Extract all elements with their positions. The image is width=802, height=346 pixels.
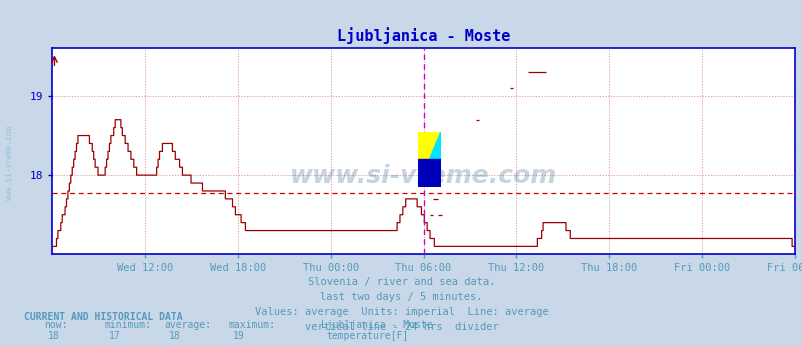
Text: www.si-vreme.com: www.si-vreme.com: [5, 126, 14, 200]
Polygon shape: [429, 131, 440, 159]
Text: www.si-vreme.com: www.si-vreme.com: [290, 164, 557, 188]
Text: 19: 19: [233, 331, 245, 340]
Text: Slovenia / river and sea data.: Slovenia / river and sea data.: [307, 277, 495, 287]
Text: 18: 18: [48, 331, 60, 340]
Text: 18: 18: [168, 331, 180, 340]
Text: minimum:: minimum:: [104, 320, 152, 330]
Text: Values: average  Units: imperial  Line: average: Values: average Units: imperial Line: av…: [254, 307, 548, 317]
Bar: [418, 159, 440, 187]
Text: vertical line - 24 hrs  divider: vertical line - 24 hrs divider: [304, 322, 498, 331]
Text: CURRENT AND HISTORICAL DATA: CURRENT AND HISTORICAL DATA: [24, 312, 183, 321]
Text: average:: average:: [164, 320, 212, 330]
Title: Ljubljanica - Moste: Ljubljanica - Moste: [337, 28, 509, 45]
Text: temperature[F]: temperature[F]: [326, 331, 408, 340]
Text: 17: 17: [108, 331, 120, 340]
Text: last two days / 5 minutes.: last two days / 5 minutes.: [320, 292, 482, 302]
Text: now:: now:: [44, 320, 67, 330]
Text: maximum:: maximum:: [229, 320, 276, 330]
Polygon shape: [418, 131, 440, 159]
Text: Ljubljanica - Moste: Ljubljanica - Moste: [321, 320, 432, 330]
